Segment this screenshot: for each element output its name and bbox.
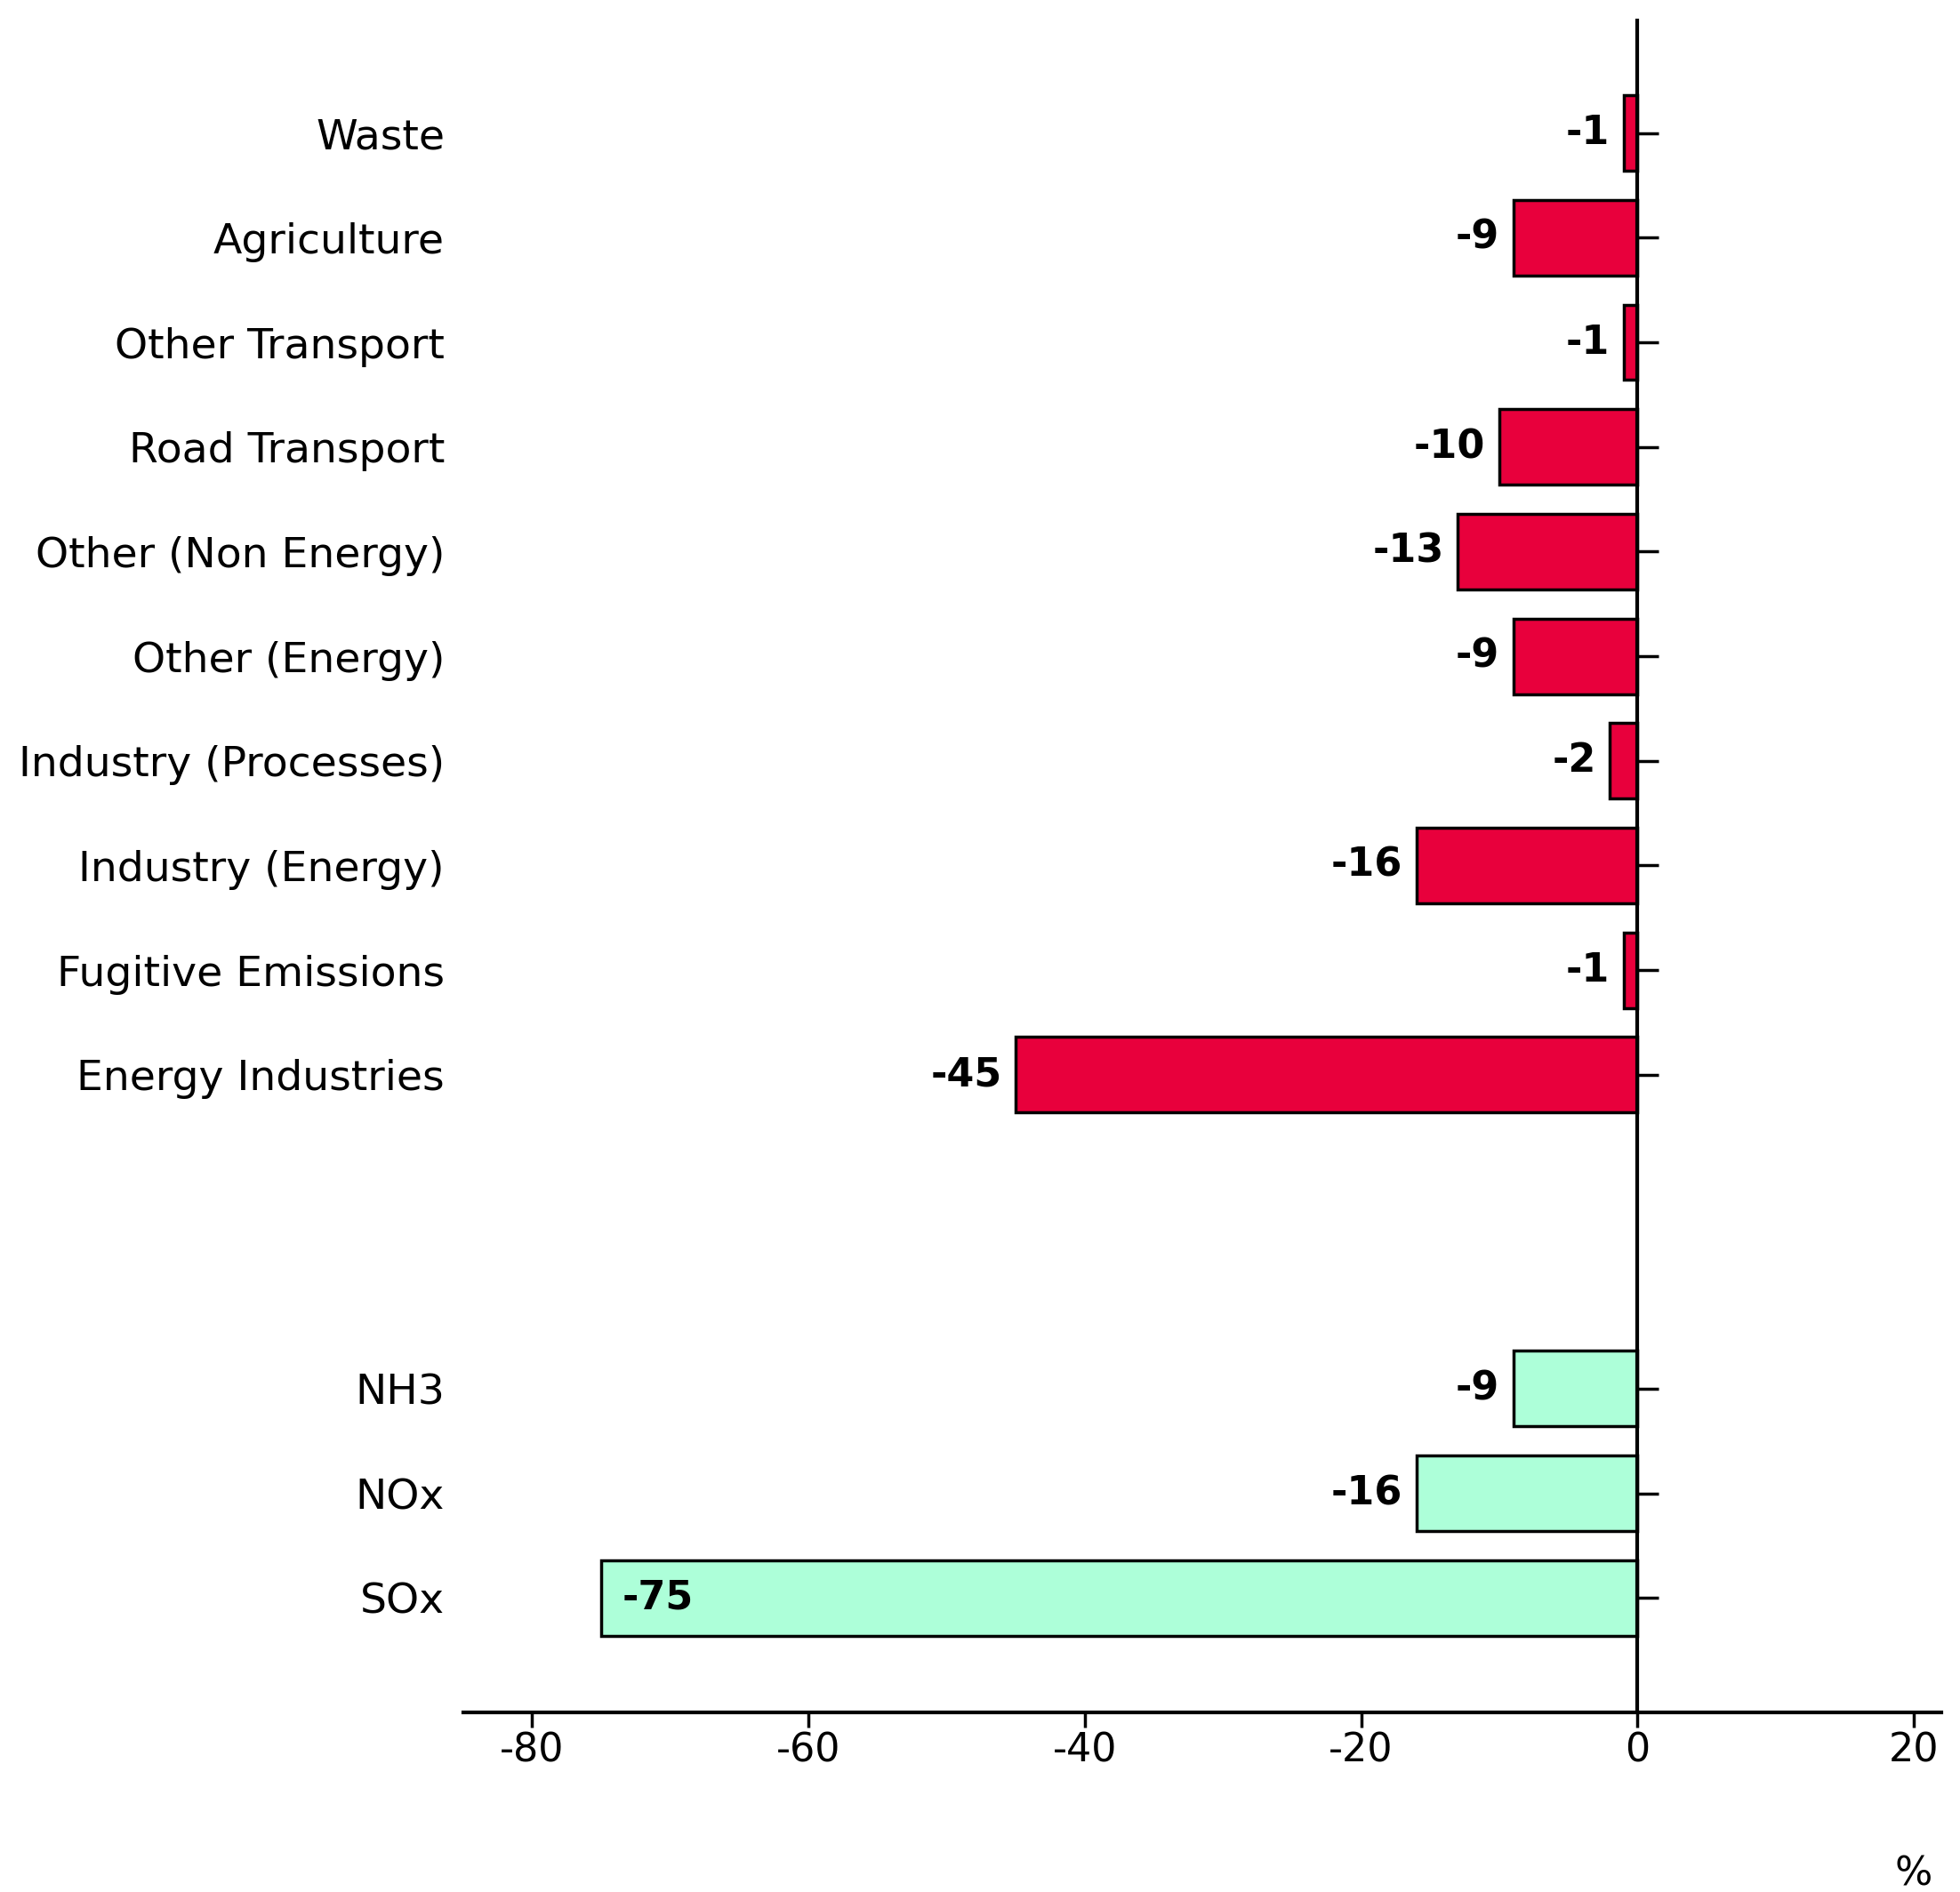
Bar <box>1513 1351 1637 1427</box>
Bar <box>1015 1037 1637 1112</box>
Text: -9: -9 <box>1456 219 1499 257</box>
Bar <box>1513 619 1637 694</box>
Text: -16: -16 <box>1331 1474 1403 1512</box>
Bar <box>1623 95 1637 170</box>
Bar <box>1458 515 1637 588</box>
Text: %: % <box>1895 1856 1933 1892</box>
Text: -1: -1 <box>1566 324 1609 361</box>
Text: -13: -13 <box>1372 532 1445 571</box>
Bar <box>1513 201 1637 276</box>
Text: -2: -2 <box>1552 742 1595 780</box>
Bar <box>602 1561 1637 1635</box>
Text: -75: -75 <box>621 1578 694 1618</box>
Text: -9: -9 <box>1456 1370 1499 1408</box>
Text: -16: -16 <box>1331 846 1403 885</box>
Bar <box>1623 305 1637 380</box>
Bar <box>1609 723 1637 798</box>
Text: -1: -1 <box>1566 952 1609 990</box>
Text: -45: -45 <box>931 1056 1002 1094</box>
Bar <box>1499 409 1637 484</box>
Bar <box>1623 933 1637 1008</box>
Bar <box>1417 829 1637 902</box>
Bar <box>1417 1455 1637 1531</box>
Text: -1: -1 <box>1566 114 1609 151</box>
Text: -10: -10 <box>1413 428 1486 465</box>
Text: -9: -9 <box>1456 638 1499 675</box>
